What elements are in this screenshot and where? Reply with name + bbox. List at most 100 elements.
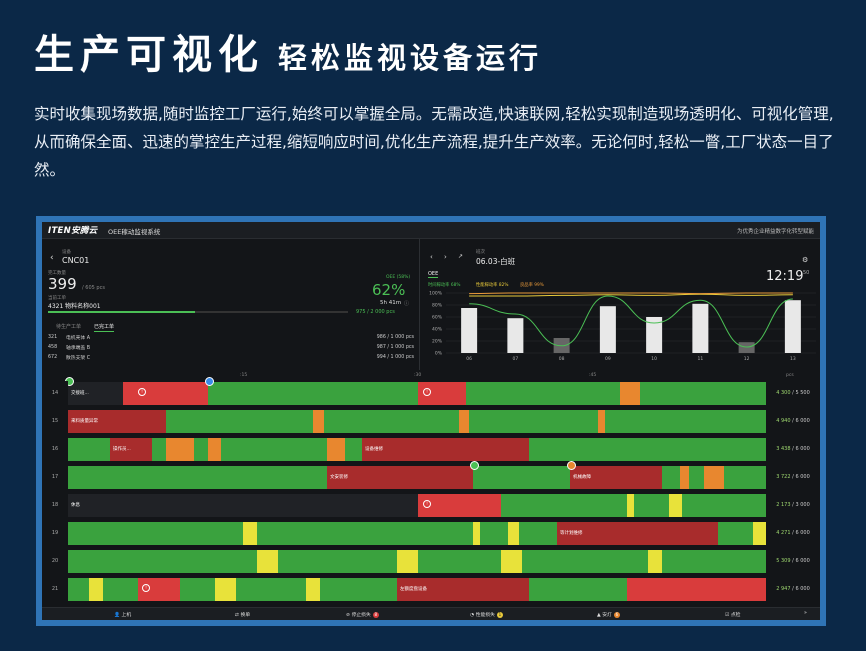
state-segment[interactable] (627, 494, 634, 517)
state-segment[interactable] (89, 578, 103, 601)
state-segment[interactable] (418, 550, 501, 573)
state-segment[interactable] (522, 550, 648, 573)
state-segment[interactable] (662, 466, 680, 489)
state-segment[interactable] (68, 550, 257, 573)
change-order-button[interactable]: ⇄ 换单 (235, 611, 250, 618)
state-segment[interactable] (345, 438, 362, 461)
state-segment[interactable]: 等计划维修 (557, 522, 718, 545)
timeline-row[interactable]: 交接班...!! 14 4 300 / 5 500 (42, 377, 820, 406)
timeline-row[interactable]: 来料质量异常 15 4 940 / 6 000 (42, 409, 820, 434)
state-segment[interactable] (221, 438, 327, 461)
machine-name[interactable]: CNC01 (62, 256, 90, 265)
expand-icon[interactable]: ↗ (458, 253, 464, 260)
state-segment[interactable] (529, 578, 627, 601)
state-segment[interactable] (689, 466, 704, 489)
state-segment[interactable] (480, 522, 508, 545)
state-segment[interactable] (680, 466, 689, 489)
state-segment[interactable] (501, 494, 627, 517)
state-segment[interactable] (620, 382, 640, 405)
order-row[interactable]: 672 散热支架 C 994 / 1 000 pcs (46, 352, 416, 362)
info-icon[interactable]: ⓘ (404, 301, 410, 307)
state-segment[interactable] (634, 494, 669, 517)
more-icon[interactable]: » (804, 611, 807, 616)
state-segment[interactable] (469, 410, 598, 433)
performance-loss-button[interactable]: ◔ 性能损失 1 (470, 611, 503, 618)
state-segment[interactable] (662, 550, 766, 573)
state-segment[interactable] (103, 578, 138, 601)
state-segment[interactable] (320, 578, 397, 601)
back-icon[interactable]: ‹ (50, 253, 54, 263)
state-segment[interactable] (257, 550, 278, 573)
state-segment[interactable]: 休息 (68, 494, 418, 517)
timeline-row[interactable]: 操作员... 设备维修 16 3 438 / 6 000 (42, 437, 820, 462)
shift-name[interactable]: 06.03-白班 (476, 257, 516, 266)
state-segment[interactable] (68, 578, 89, 601)
state-segment[interactable] (718, 522, 753, 545)
state-segment[interactable] (194, 438, 208, 461)
state-segment[interactable] (278, 550, 397, 573)
state-segment[interactable] (704, 466, 724, 489)
order-row[interactable]: 321 电机壳体 A 986 / 1 000 pcs (46, 332, 416, 342)
order-row[interactable]: 458 轴承端盖 B 987 / 1 000 pcs (46, 342, 416, 352)
state-segment[interactable]: 交接班... (68, 382, 123, 405)
state-segment[interactable] (418, 494, 501, 517)
state-segment[interactable] (327, 438, 345, 461)
prev-shift-icon[interactable]: ‹ (430, 253, 433, 261)
tab-pending-orders[interactable]: 待生产工单 (56, 324, 82, 330)
state-segment[interactable] (152, 438, 166, 461)
state-segment[interactable] (459, 410, 469, 433)
tab-completed-orders[interactable]: 已完工单 (94, 324, 115, 332)
state-segment[interactable] (166, 410, 313, 433)
state-segment[interactable] (605, 410, 766, 433)
state-segment[interactable] (68, 522, 243, 545)
state-segment[interactable] (243, 522, 257, 545)
next-shift-icon[interactable]: › (444, 253, 447, 261)
state-segment[interactable]: 文安装修 (327, 466, 473, 489)
state-segment[interactable] (529, 438, 766, 461)
timeline-row[interactable]: 左额度盘设备! 21 2 947 / 6 000 (42, 577, 820, 602)
state-segment[interactable]: 来料质量异常 (68, 410, 166, 433)
state-segment[interactable]: 设备维修 (362, 438, 529, 461)
settings-gear-icon[interactable]: ⚙ (802, 256, 809, 264)
state-segment[interactable]: 操作员... (110, 438, 152, 461)
state-segment[interactable] (724, 466, 766, 489)
state-segment[interactable] (466, 382, 620, 405)
state-segment[interactable] (68, 438, 110, 461)
state-segment[interactable] (215, 578, 236, 601)
state-segment[interactable] (208, 382, 418, 405)
state-segment[interactable] (501, 550, 522, 573)
timeline-row[interactable]: 文安装修 机械故障 17 3 722 / 6 000 (42, 461, 820, 490)
timeline-row[interactable]: 休息! 18 2 173 / 3 000 (42, 493, 820, 518)
state-segment[interactable] (313, 410, 324, 433)
state-segment[interactable] (418, 382, 466, 405)
state-segment[interactable]: 左额度盘设备 (397, 578, 529, 601)
state-segment[interactable] (627, 578, 766, 601)
state-segment[interactable] (598, 410, 605, 433)
andon-button[interactable]: ▲ 安灯 6 (597, 611, 620, 618)
state-segment[interactable] (306, 578, 320, 601)
inspection-button[interactable]: ☑ 点检 (725, 611, 740, 618)
state-segment[interactable] (123, 382, 208, 405)
state-segment[interactable] (648, 550, 662, 573)
state-segment[interactable] (180, 578, 215, 601)
state-segment[interactable] (508, 522, 519, 545)
timeline-row[interactable]: 等计划维修 19 4 271 / 6 000 (42, 521, 820, 546)
state-segment[interactable] (138, 578, 180, 601)
state-segment[interactable] (519, 522, 557, 545)
stop-loss-button[interactable]: ⊘ 停止损失 8 (346, 611, 379, 618)
state-segment[interactable] (669, 494, 682, 517)
state-segment[interactable] (640, 382, 766, 405)
state-segment[interactable] (324, 410, 459, 433)
state-segment[interactable] (166, 438, 194, 461)
state-segment[interactable] (753, 522, 766, 545)
state-segment[interactable] (473, 522, 480, 545)
state-segment[interactable] (682, 494, 766, 517)
state-segment[interactable] (397, 550, 418, 573)
state-segment[interactable] (68, 466, 327, 489)
state-segment[interactable] (257, 522, 473, 545)
state-segment[interactable]: 机械故障 (570, 466, 662, 489)
state-segment[interactable] (473, 466, 570, 489)
timeline-row[interactable]: 20 5 309 / 6 000 (42, 549, 820, 574)
state-segment[interactable] (208, 438, 221, 461)
state-segment[interactable] (236, 578, 306, 601)
